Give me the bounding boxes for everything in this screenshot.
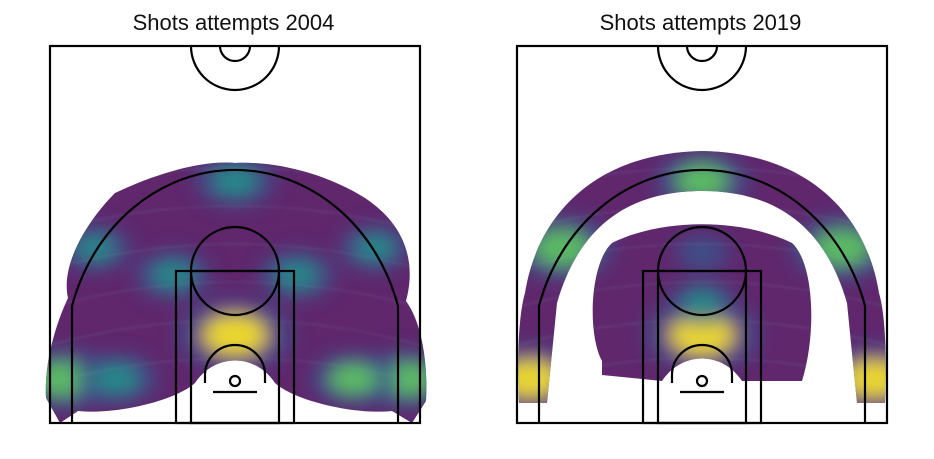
density-spot-2019-2	[844, 359, 905, 398]
contour-2019-0	[517, 358, 887, 383]
density-spot-2004-8	[74, 235, 116, 262]
center-circle-outer-2004	[191, 46, 279, 90]
density-spot-2019-7	[686, 243, 718, 264]
court-svg-2004	[0, 0, 467, 459]
court-svg-2019	[467, 0, 934, 459]
heatmap-panel-2004: Shots attempts 2004	[0, 0, 467, 459]
center-circle-outer-2019	[658, 46, 746, 90]
density-2019	[476, 150, 929, 414]
hoop-2019	[697, 376, 707, 386]
density-spot-2019-1	[500, 359, 561, 398]
density-spot-2019-4	[813, 229, 872, 267]
center-circle-inner-2004	[220, 46, 250, 61]
heatmap-panel-2019: Shots attempts 2019	[467, 0, 934, 459]
density-2004	[13, 154, 455, 423]
density-spot-2004-9	[354, 235, 396, 262]
center-circle-inner-2019	[687, 46, 717, 61]
hoop-2004	[230, 376, 240, 386]
density-spot-2019-3	[533, 229, 592, 267]
